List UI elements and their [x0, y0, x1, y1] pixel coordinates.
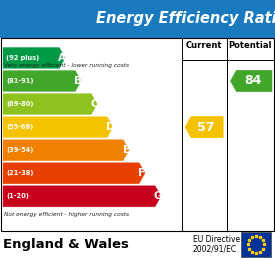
- Text: A: A: [58, 53, 66, 63]
- Text: 2002/91/EC: 2002/91/EC: [192, 245, 236, 254]
- Text: 84: 84: [244, 75, 262, 87]
- Text: Energy Efficiency Rating: Energy Efficiency Rating: [96, 11, 275, 26]
- Text: Potential: Potential: [229, 41, 272, 50]
- Text: F: F: [139, 168, 146, 178]
- Text: B: B: [74, 76, 82, 86]
- Polygon shape: [3, 47, 65, 69]
- Text: (39-54): (39-54): [6, 147, 34, 153]
- Polygon shape: [3, 116, 114, 138]
- Text: Very energy efficient - lower running costs: Very energy efficient - lower running co…: [4, 63, 129, 68]
- Polygon shape: [230, 70, 272, 92]
- Text: C: C: [90, 99, 98, 109]
- Text: England & Wales: England & Wales: [3, 238, 129, 251]
- Bar: [241, 232, 271, 257]
- Text: D: D: [106, 122, 114, 132]
- Text: EU Directive: EU Directive: [192, 235, 240, 244]
- Bar: [1, 38, 274, 231]
- Text: Not energy efficient - higher running costs: Not energy efficient - higher running co…: [4, 212, 129, 217]
- Text: (92 plus): (92 plus): [6, 55, 39, 61]
- Bar: [0, 0, 275, 38]
- Polygon shape: [3, 162, 145, 184]
- Text: (21-38): (21-38): [6, 170, 34, 176]
- Text: (81-91): (81-91): [6, 78, 34, 84]
- Polygon shape: [3, 70, 81, 92]
- Polygon shape: [3, 93, 98, 115]
- Polygon shape: [185, 116, 224, 138]
- Text: E: E: [123, 145, 130, 155]
- Text: (55-68): (55-68): [6, 124, 33, 130]
- Text: (1-20): (1-20): [6, 193, 29, 199]
- Text: Current: Current: [186, 41, 222, 50]
- Text: G: G: [154, 191, 162, 201]
- Polygon shape: [3, 185, 161, 207]
- Polygon shape: [3, 139, 130, 161]
- Text: 57: 57: [197, 120, 215, 134]
- Text: (69-80): (69-80): [6, 101, 34, 107]
